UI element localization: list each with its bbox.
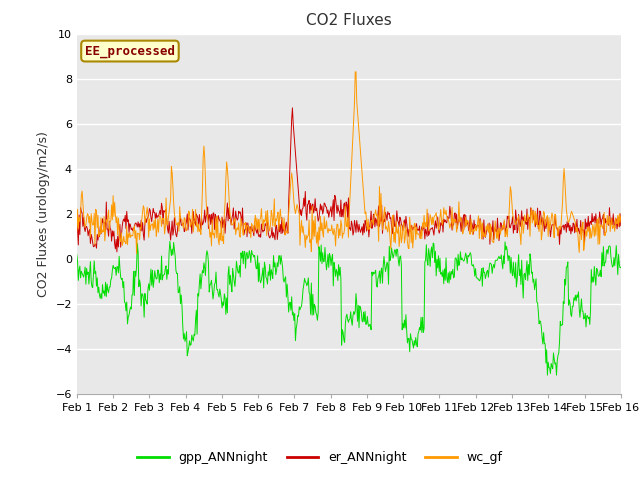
gpp_ANNnight: [83, 265, 90, 271]
er_ANNnight: [433, 226, 440, 231]
Y-axis label: CO2 Fluxes (urology/m2/s): CO2 Fluxes (urology/m2/s): [37, 131, 50, 297]
er_ANNnight: [617, 223, 625, 228]
gpp_ANNnight: [73, 252, 81, 258]
er_ANNnight: [289, 105, 296, 111]
gpp_ANNnight: [416, 324, 424, 330]
er_ANNnight: [140, 232, 147, 238]
wc_gf: [433, 210, 440, 216]
wc_gf: [83, 215, 90, 221]
Text: EE_processed: EE_processed: [85, 44, 175, 58]
gpp_ANNnight: [139, 291, 147, 297]
er_ANNnight: [195, 222, 202, 228]
gpp_ANNnight: [617, 264, 625, 270]
er_ANNnight: [417, 235, 424, 240]
er_ANNnight: [113, 249, 121, 255]
gpp_ANNnight: [431, 249, 439, 254]
wc_gf: [73, 228, 81, 234]
wc_gf: [351, 69, 359, 75]
wc_gf: [132, 251, 140, 256]
wc_gf: [195, 221, 202, 227]
Title: CO2 Fluxes: CO2 Fluxes: [306, 13, 392, 28]
gpp_ANNnight: [553, 372, 561, 378]
er_ANNnight: [73, 219, 81, 225]
wc_gf: [617, 214, 625, 219]
wc_gf: [417, 236, 424, 241]
Line: gpp_ANNnight: gpp_ANNnight: [77, 241, 621, 375]
gpp_ANNnight: [166, 239, 173, 244]
Line: wc_gf: wc_gf: [77, 72, 621, 253]
wc_gf: [140, 203, 147, 208]
wc_gf: [223, 166, 231, 171]
Legend: gpp_ANNnight, er_ANNnight, wc_gf: gpp_ANNnight, er_ANNnight, wc_gf: [132, 446, 508, 469]
gpp_ANNnight: [195, 293, 202, 299]
gpp_ANNnight: [223, 310, 231, 316]
Line: er_ANNnight: er_ANNnight: [77, 108, 621, 252]
er_ANNnight: [83, 224, 90, 229]
er_ANNnight: [223, 200, 231, 206]
